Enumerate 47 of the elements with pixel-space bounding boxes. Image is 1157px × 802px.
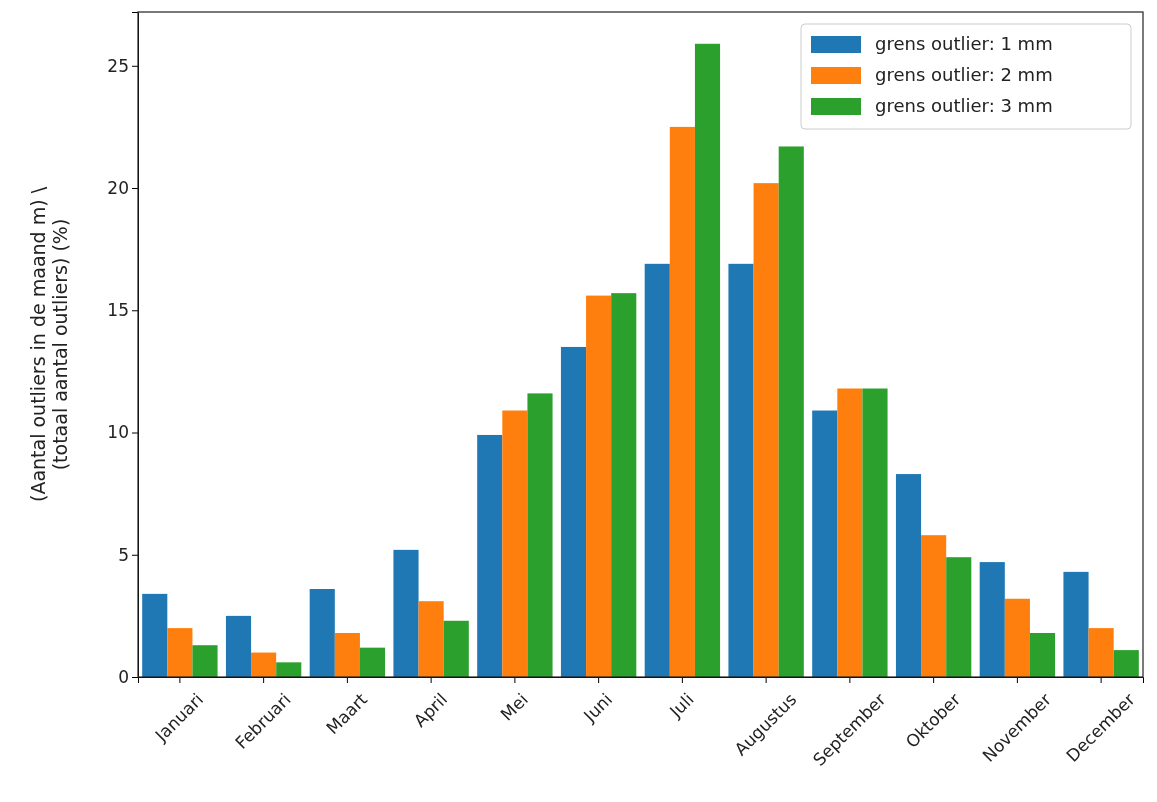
bar: [309, 588, 335, 677]
legend-label: grens outlier: 3 mm: [875, 95, 1053, 116]
bar: [560, 346, 587, 677]
bar: [225, 615, 252, 677]
bar: [251, 652, 277, 677]
y-tick-label: 10: [107, 422, 129, 443]
bar: [276, 662, 302, 677]
bar: [812, 410, 838, 677]
bar: [477, 434, 503, 677]
bar: [611, 293, 637, 677]
bar: [946, 557, 972, 677]
bar: [694, 43, 721, 677]
y-tick-label: 25: [107, 55, 129, 76]
bar: [167, 628, 193, 677]
y-tick-label: 20: [107, 177, 129, 198]
bar: [921, 535, 947, 677]
bar: [669, 126, 695, 677]
bar: [586, 295, 612, 677]
bar: [862, 388, 888, 677]
bar: [778, 146, 804, 677]
bar: [895, 474, 922, 677]
bar: [1113, 650, 1139, 677]
bar: [418, 601, 444, 677]
y-tick-label: 0: [118, 666, 129, 687]
bar: [1004, 598, 1030, 677]
bar: [837, 388, 863, 677]
bar: [192, 645, 218, 677]
legend-label: grens outlier: 2 mm: [875, 64, 1053, 85]
bar: [1063, 571, 1089, 677]
x-tick-label: Mei: [496, 689, 532, 725]
bar: [527, 393, 553, 677]
bar: [502, 410, 528, 677]
bar: [979, 562, 1005, 677]
y-axis-title: (Aantal outliers in de maand m) \ (totaal aantal outliers) (%): [27, 186, 71, 503]
bar: [359, 647, 386, 677]
bar: [142, 593, 168, 677]
bar: [393, 549, 419, 677]
y-tick-label: 5: [118, 544, 129, 565]
bar: [728, 263, 754, 677]
legend-label: grens outlier: 1 mm: [875, 33, 1053, 54]
bar: [644, 263, 670, 677]
bar: [443, 620, 469, 677]
bar: [1029, 632, 1056, 677]
bar: [753, 183, 779, 677]
bar: [334, 632, 360, 677]
y-tick-label: 15: [107, 300, 129, 321]
bar: [1088, 628, 1114, 677]
